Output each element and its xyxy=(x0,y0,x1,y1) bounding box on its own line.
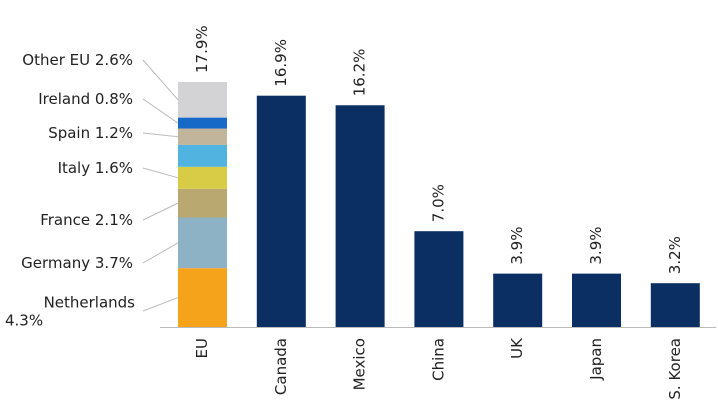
segment-value: 2.1% xyxy=(95,211,133,229)
segment-name: Netherlands xyxy=(44,294,136,312)
value-label: 16.2% xyxy=(351,49,369,97)
eu-segment xyxy=(178,128,227,145)
value-label: 3.9% xyxy=(508,227,526,265)
segment-name: Spain xyxy=(48,124,90,142)
leader-line xyxy=(142,242,179,264)
leader-line xyxy=(142,202,179,221)
bar xyxy=(414,231,464,327)
segment-value: 4.3% xyxy=(5,312,43,330)
eu-segment xyxy=(178,82,227,118)
segment-label: Ireland 0.8% xyxy=(38,90,133,108)
segment-name: France xyxy=(40,211,90,229)
segment-label: Italy 1.6% xyxy=(58,159,133,177)
segment-label: Germany 3.7% xyxy=(21,254,133,272)
value-label: 7.0% xyxy=(429,184,447,222)
segment-value: 0.8% xyxy=(95,90,133,108)
segment-value: 1.6% xyxy=(95,159,133,177)
eu-segment xyxy=(178,217,227,269)
segment-name: Italy xyxy=(58,159,91,177)
segment-name: Other EU xyxy=(22,51,90,69)
value-label: 3.2% xyxy=(666,236,684,274)
value-label: 17.9% xyxy=(193,25,211,73)
segment-label: France 2.1% xyxy=(40,211,133,229)
segment-value: 1.2% xyxy=(95,124,133,142)
leader-line xyxy=(142,297,179,312)
x-tick-label: China xyxy=(429,338,447,381)
value-label: 16.9% xyxy=(272,39,290,87)
value-label: 3.9% xyxy=(587,227,605,265)
x-tick-label: Mexico xyxy=(351,338,369,390)
bar xyxy=(650,283,700,327)
eu-segment xyxy=(178,166,227,189)
bar xyxy=(256,95,306,327)
leader-line xyxy=(142,98,179,124)
eu-segment xyxy=(178,144,227,167)
x-tick-label: Japan xyxy=(587,338,605,381)
segment-value: 2.6% xyxy=(95,51,133,69)
segment-value: 3.7% xyxy=(95,254,133,272)
segment-name: Ireland xyxy=(38,90,90,108)
bar xyxy=(572,273,621,327)
x-tick-label: UK xyxy=(508,337,526,359)
leader-line xyxy=(142,167,179,179)
x-tick-label: EU xyxy=(193,338,211,358)
bar xyxy=(493,273,543,327)
eu-segment xyxy=(178,268,227,327)
eu-segment xyxy=(178,117,227,129)
segment-label: Other EU 2.6% xyxy=(22,51,133,69)
leader-line xyxy=(142,59,179,101)
x-tick-label: S. Korea xyxy=(666,338,684,400)
segment-label: Spain 1.2% xyxy=(48,124,133,142)
leader-line xyxy=(142,132,179,138)
x-tick-label: Canada xyxy=(272,338,290,395)
bar xyxy=(335,105,385,327)
eu-segment xyxy=(178,188,227,218)
segment-name: Germany xyxy=(21,254,90,272)
